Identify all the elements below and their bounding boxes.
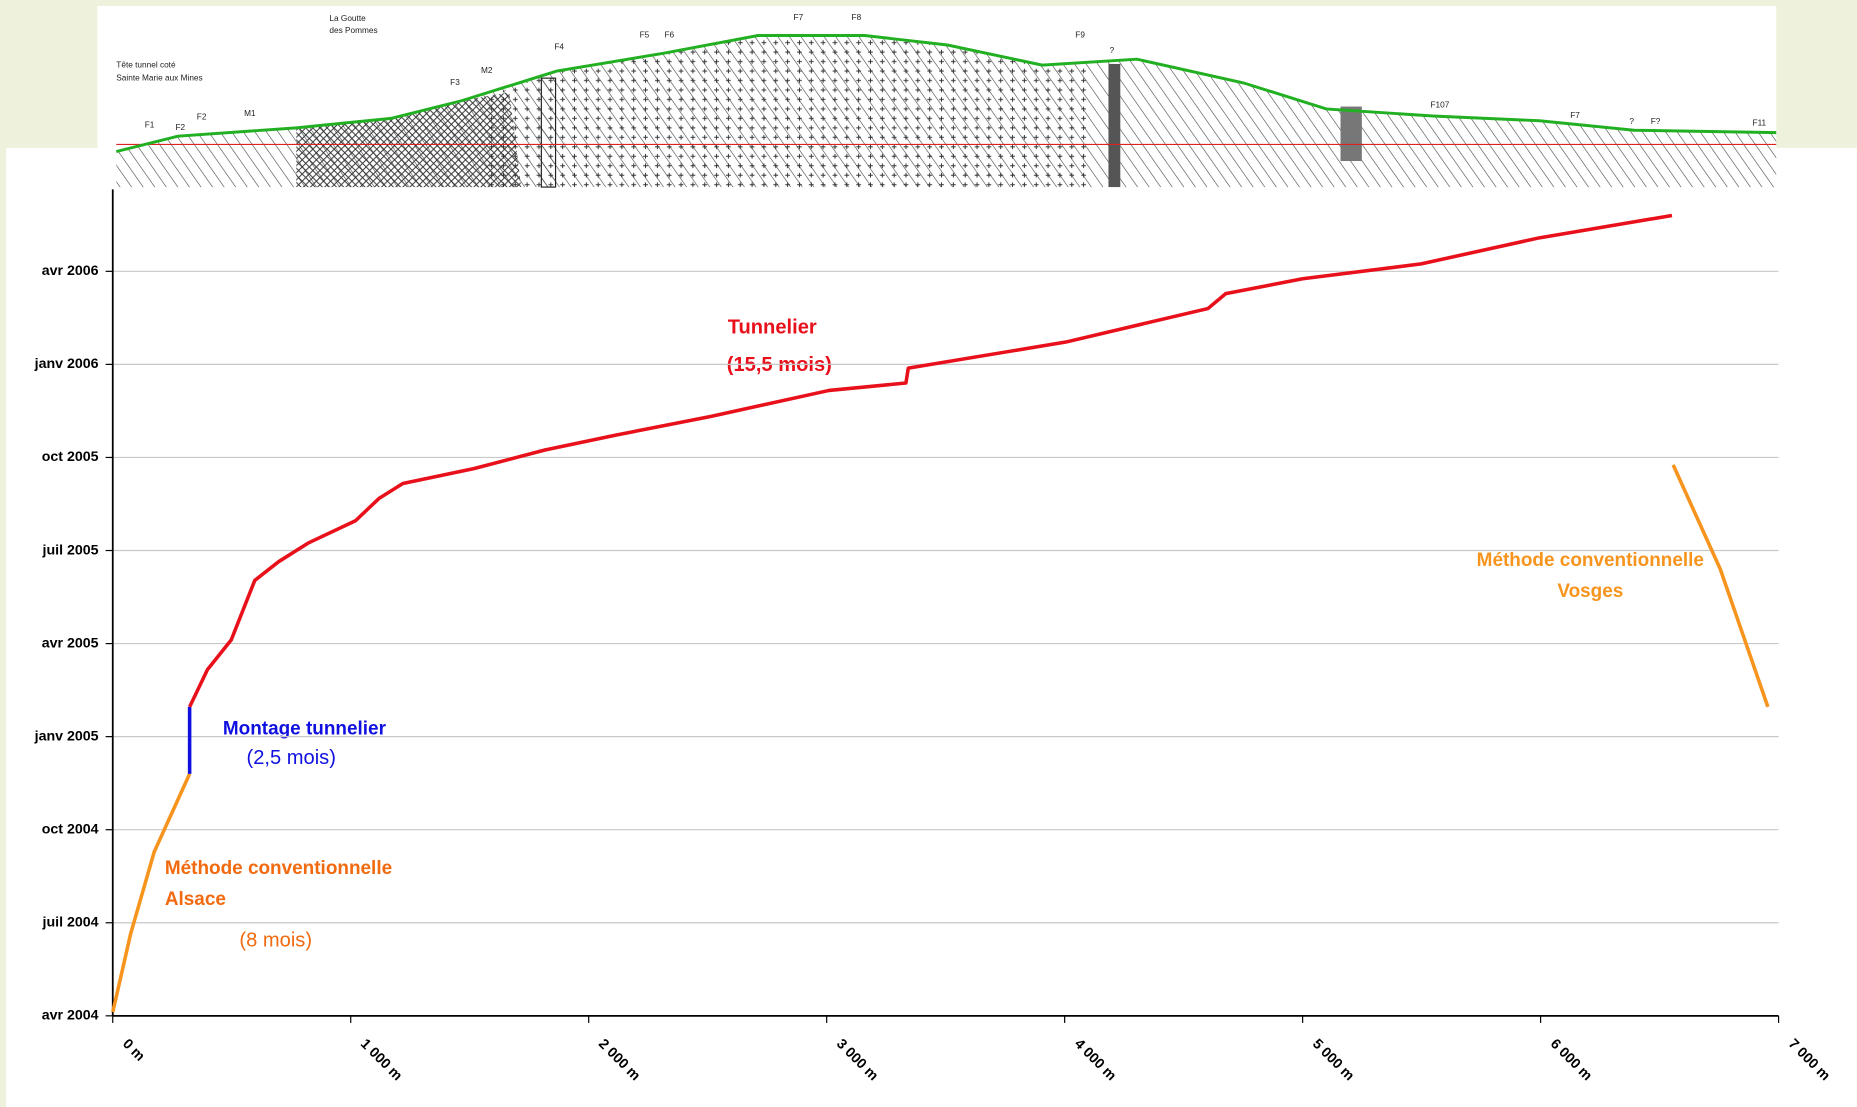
- geology-profile: Tête tunnel coté Sainte Marie aux Mines …: [97, 6, 1776, 187]
- profile-label: F8: [852, 13, 862, 22]
- annotation: (2,5 mois): [247, 747, 336, 769]
- profile-label: des Pommes: [329, 26, 377, 35]
- profile-label: ?: [1110, 46, 1115, 55]
- profile-label: F5: [640, 31, 650, 40]
- profile-label: F107: [1430, 101, 1449, 110]
- annotation: (8 mois): [239, 930, 312, 952]
- y-tick-label: avr 2006: [42, 263, 99, 279]
- annotation: Vosges: [1557, 581, 1623, 602]
- page: Tête tunnel coté Sainte Marie aux Mines …: [0, 0, 1857, 1107]
- profile-label: F1: [145, 121, 155, 130]
- profile-label: F2: [197, 112, 207, 121]
- profile-label: Tête tunnel coté: [116, 60, 176, 69]
- y-tick-label: oct 2005: [42, 449, 99, 465]
- profile-label: F4: [554, 43, 564, 52]
- y-tick-label: janv 2005: [34, 728, 99, 744]
- y-tick-label: avr 2004: [42, 1008, 99, 1024]
- annotation: Tunnelier: [728, 316, 817, 338]
- profile-label: F7: [1570, 111, 1580, 120]
- annotation: Méthode conventionnelle: [165, 858, 392, 879]
- profile-label: F?: [1651, 117, 1661, 126]
- plot-background: [6, 148, 1857, 1107]
- y-tick-label: juil 2005: [42, 542, 99, 558]
- y-tick-label: avr 2005: [42, 635, 99, 651]
- chart: Tête tunnel coté Sainte Marie aux Mines …: [0, 0, 1857, 1107]
- y-tick-label: oct 2004: [42, 821, 99, 837]
- annotation: Alsace: [165, 889, 226, 910]
- profile-label: Sainte Marie aux Mines: [116, 73, 202, 82]
- profile-label: ?: [1629, 117, 1634, 126]
- profile-label: F7: [794, 13, 804, 22]
- profile-label: La Goutte: [329, 14, 366, 23]
- profile-label: F6: [664, 31, 674, 40]
- profile-label: F11: [1753, 118, 1767, 127]
- y-tick-label: juil 2004: [42, 915, 99, 931]
- y-tick-label: janv 2006: [34, 356, 99, 372]
- annotation: Méthode conventionnelle: [1477, 550, 1704, 571]
- profile-label: F3: [450, 78, 460, 87]
- profile-label: M2: [481, 66, 493, 75]
- profile-label: F9: [1075, 31, 1085, 40]
- annotation: (15,5 mois): [727, 354, 832, 376]
- profile-label: F2: [176, 123, 186, 132]
- profile-label: M1: [244, 109, 256, 118]
